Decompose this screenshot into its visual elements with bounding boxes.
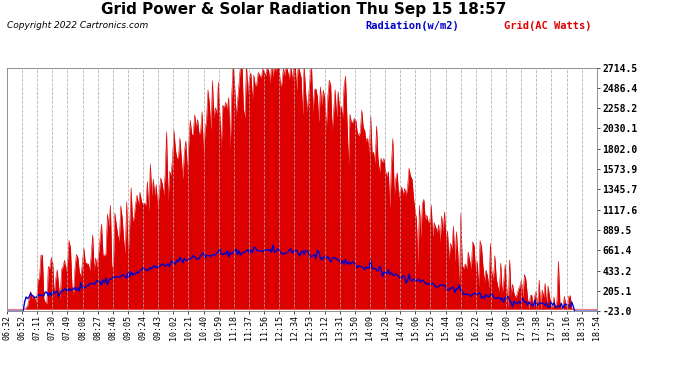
Text: Grid(AC Watts): Grid(AC Watts)	[504, 21, 591, 31]
Text: Radiation(w/m2): Radiation(w/m2)	[366, 21, 460, 31]
Text: Grid Power & Solar Radiation Thu Sep 15 18:57: Grid Power & Solar Radiation Thu Sep 15 …	[101, 2, 506, 17]
Text: Copyright 2022 Cartronics.com: Copyright 2022 Cartronics.com	[7, 21, 148, 30]
